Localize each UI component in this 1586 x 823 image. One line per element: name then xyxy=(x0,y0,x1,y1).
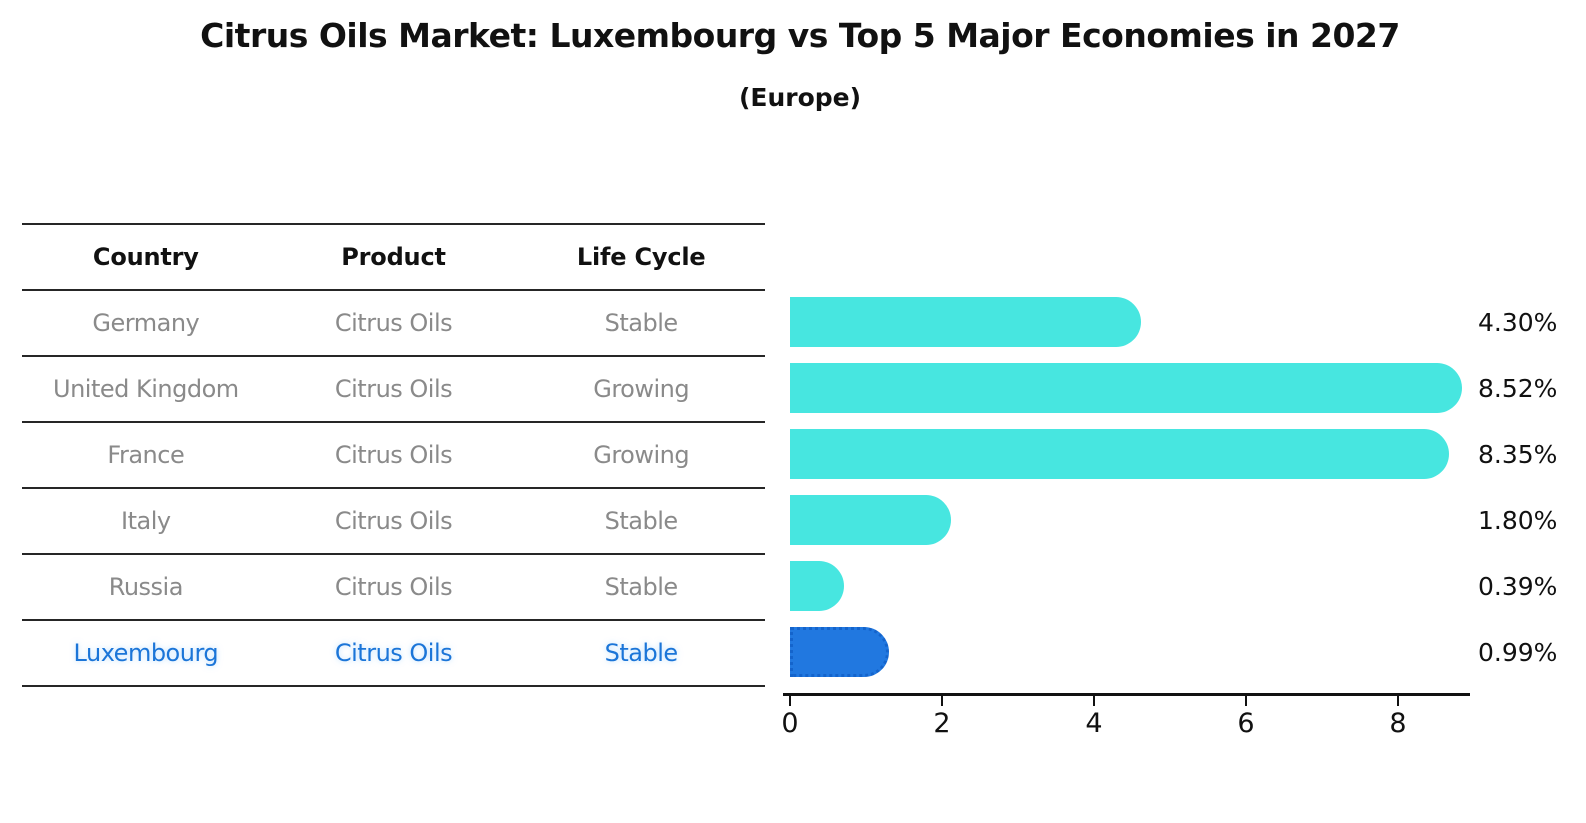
table-cell-country: Russia xyxy=(108,573,184,601)
table-row: France Citrus Oils Growing xyxy=(22,423,765,489)
table-body: Germany Citrus Oils Stable United Kingdom Ci… xyxy=(22,291,765,687)
x-axis-tick-mark xyxy=(1397,696,1399,706)
x-axis-line xyxy=(783,693,1470,696)
bar-value-label: 0.39% xyxy=(1478,571,1558,601)
table-cell-product: Citrus Oils xyxy=(334,639,453,667)
bar-value-label: 8.35% xyxy=(1478,439,1558,469)
x-axis-tick-label: 4 xyxy=(1085,708,1103,739)
table-row: Germany Citrus Oils Stable xyxy=(22,291,765,357)
table-cell-product: Citrus Oils xyxy=(334,375,453,403)
table-header-row: Country Product Life Cycle xyxy=(22,225,765,291)
bar-united-kingdom xyxy=(790,363,1462,413)
bar-value-label: 1.80% xyxy=(1478,505,1558,535)
x-axis-tick-label: 2 xyxy=(933,708,951,739)
table-header-cell: Life Cycle xyxy=(576,243,706,271)
table-row: Luxembourg Citrus Oils Stable xyxy=(22,621,765,687)
table-cell-country: France xyxy=(107,441,185,469)
x-axis-tick-label: 6 xyxy=(1237,708,1255,739)
bar-value-label: 4.30% xyxy=(1478,307,1558,337)
table-row: Russia Citrus Oils Stable xyxy=(22,555,765,621)
bar-russia xyxy=(790,561,844,611)
table-cell-life-cycle: Growing xyxy=(593,375,690,403)
table-cell-product: Citrus Oils xyxy=(334,441,453,469)
table-cell-product: Citrus Oils xyxy=(334,573,453,601)
bar-luxembourg xyxy=(790,627,889,677)
table-cell-country: Italy xyxy=(121,507,171,535)
bar-italy xyxy=(790,495,951,545)
table-cell-life-cycle: Growing xyxy=(593,441,690,469)
table-cell-life-cycle: Stable xyxy=(604,639,679,667)
bar-france xyxy=(790,429,1449,479)
x-axis-tick-mark xyxy=(941,696,943,706)
table-header-cell: Country xyxy=(92,243,199,271)
table-header-cell: Product xyxy=(341,243,446,271)
table-cell-product: Citrus Oils xyxy=(334,507,453,535)
bar-germany xyxy=(790,297,1141,347)
chart-title: Citrus Oils Market: Luxembourg vs Top 5 … xyxy=(200,16,1400,55)
table-cell-country: United Kingdom xyxy=(53,375,239,403)
bar-value-label: 8.52% xyxy=(1478,373,1558,403)
table-cell-country: Germany xyxy=(92,309,200,337)
chart-subtitle: (Europe) xyxy=(738,83,862,112)
table-row: Italy Citrus Oils Stable xyxy=(22,489,765,555)
x-axis-tick-mark xyxy=(789,696,791,706)
table-cell-life-cycle: Stable xyxy=(604,507,679,535)
x-axis-tick-label: 8 xyxy=(1389,708,1407,739)
table-cell-life-cycle: Stable xyxy=(604,573,679,601)
comparison-table: Country Product Life Cycle Germany Citrus O… xyxy=(22,223,765,687)
x-axis-tick-mark xyxy=(1093,696,1095,706)
x-axis-tick-mark xyxy=(1245,696,1247,706)
table-cell-product: Citrus Oils xyxy=(334,309,453,337)
table-row: United Kingdom Citrus Oils Growing xyxy=(22,357,765,423)
x-axis-tick-label: 0 xyxy=(781,708,799,739)
table-cell-country: Luxembourg xyxy=(73,639,219,667)
table-cell-life-cycle: Stable xyxy=(604,309,679,337)
bar-value-label: 0.99% xyxy=(1478,637,1558,667)
